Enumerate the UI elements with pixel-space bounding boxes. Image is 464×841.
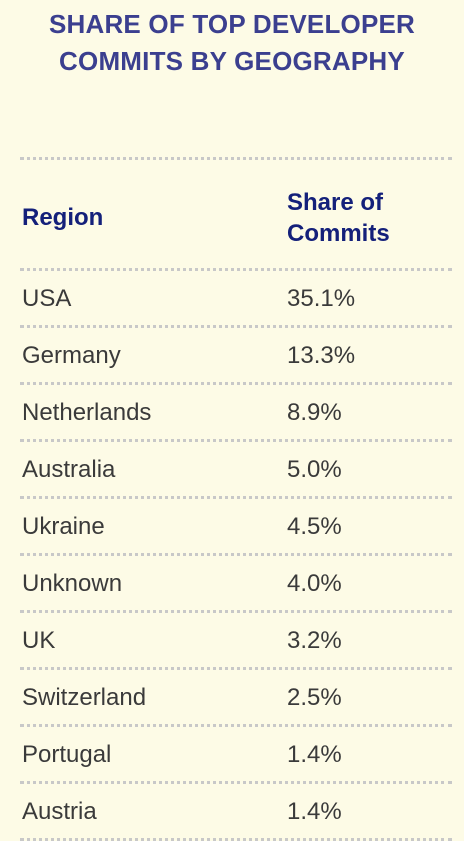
share-cell: 4.5% — [287, 513, 342, 540]
share-cell: 8.9% — [287, 399, 342, 426]
table-row: Ukraine 4.5% — [20, 499, 452, 553]
region-cell: Switzerland — [22, 684, 147, 711]
row-divider — [20, 781, 452, 784]
table-row: Australia 5.0% — [20, 442, 452, 496]
share-cell: 1.4% — [287, 741, 342, 768]
share-cell: 13.3% — [287, 342, 356, 369]
table-row: Germany 13.3% — [20, 328, 452, 382]
column-header-share-line-2: Commits — [287, 220, 390, 247]
region-cell: Austria — [22, 798, 97, 825]
region-cell: UK — [22, 627, 56, 654]
row-divider — [20, 325, 452, 328]
table-row: Switzerland 2.5% — [20, 670, 452, 724]
region-cell: Netherlands — [22, 399, 152, 426]
table-header-divider — [20, 268, 452, 271]
table-row: Netherlands 8.9% — [20, 385, 452, 439]
row-divider — [20, 610, 452, 613]
table-row: Portugal 1.4% — [20, 727, 452, 781]
chart-title-line-1: SHARE OF TOP DEVELOPER — [48, 9, 416, 39]
table-row: UK 3.2% — [20, 613, 452, 667]
commits-table: Region Share of Commits USA 35.1% Germany 1… — [20, 157, 452, 841]
region-cell: Portugal — [22, 741, 112, 768]
share-cell: 35.1% — [287, 285, 356, 312]
region-cell: Germany — [22, 342, 121, 369]
share-cell: 4.0% — [287, 570, 342, 597]
table-row: Unknown 4.0% — [20, 556, 452, 610]
chart-title-line-2: COMMITS BY GEOGRAPHY — [59, 46, 405, 76]
chart-title: SHARE OF TOP DEVELOPER COMMITS BY GEOGRA… — [0, 0, 464, 80]
region-cell: USA — [22, 285, 72, 312]
table-top-divider — [20, 157, 452, 160]
region-cell: Unknown — [22, 570, 123, 597]
table-row: Austria 1.4% — [20, 784, 452, 838]
column-header-share: Share of Commits — [287, 187, 390, 249]
row-divider — [20, 382, 452, 385]
table-body: USA 35.1% Germany 13.3% Netherlands 8.9% Austr… — [20, 271, 452, 841]
row-divider — [20, 724, 452, 727]
share-cell: 3.2% — [287, 627, 342, 654]
row-divider — [20, 553, 452, 556]
column-header-region: Region — [22, 204, 104, 231]
region-cell: Ukraine — [22, 513, 105, 540]
row-divider — [20, 439, 452, 442]
row-divider — [20, 667, 452, 670]
share-cell: 5.0% — [287, 456, 342, 483]
column-header-share-line-1: Share of — [287, 189, 384, 216]
row-divider — [20, 496, 452, 499]
table-header-row: Region Share of Commits — [20, 160, 452, 268]
region-cell: Australia — [22, 456, 116, 483]
table-row: USA 35.1% — [20, 271, 452, 325]
share-cell: 2.5% — [287, 684, 342, 711]
share-cell: 1.4% — [287, 798, 342, 825]
